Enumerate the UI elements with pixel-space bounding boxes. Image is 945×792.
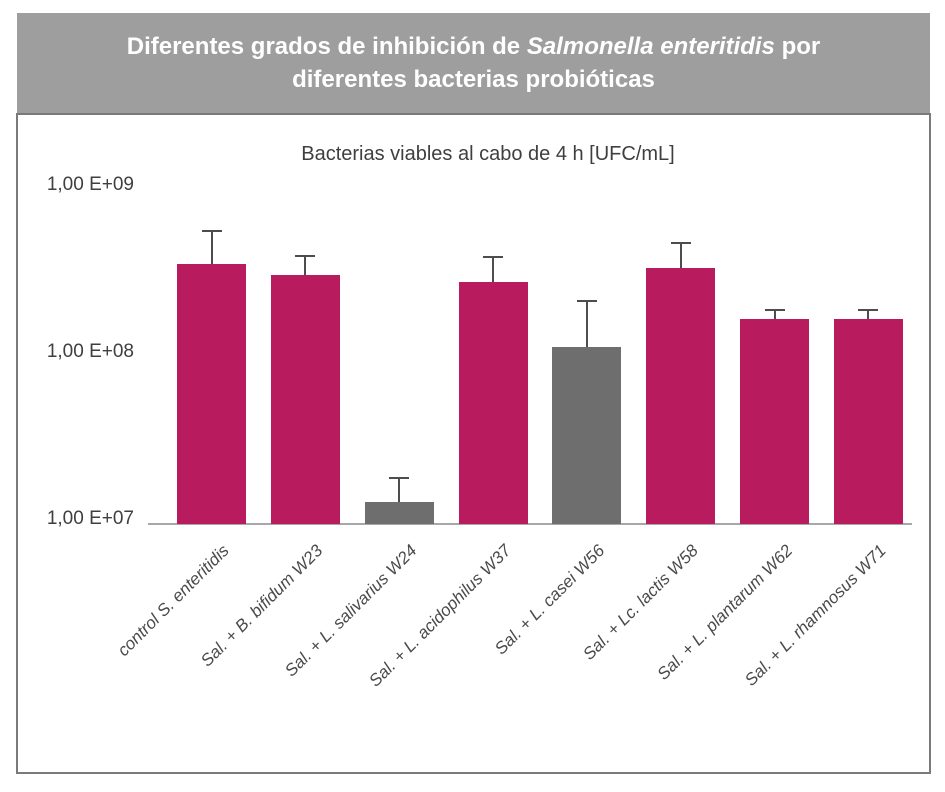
error-cap-2 — [389, 477, 410, 480]
chart-frame: Bacterias viables al cabo de 4 h [UFC/mL… — [16, 113, 931, 774]
bar-4 — [552, 346, 622, 524]
x-axis-line — [148, 523, 912, 525]
bar-5 — [646, 268, 716, 524]
error-cap-3 — [483, 256, 504, 259]
error-cap-4 — [576, 299, 597, 302]
figure-header-banner: Diferentes grados de inhibición de Salmo… — [17, 13, 930, 113]
error-whisker-3 — [492, 257, 495, 284]
error-whisker-2 — [398, 478, 401, 504]
figure-title-line2: diferentes bacterias probióticas — [292, 66, 655, 93]
error-whisker-0 — [210, 230, 213, 266]
y-tick-label-2: 1,00 E+07 — [46, 508, 134, 529]
error-cap-5 — [670, 241, 691, 244]
error-whisker-5 — [679, 242, 682, 270]
figure-title-prefix: Diferentes grados de inhibición de — [126, 33, 527, 60]
y-tick-label-0: 1,00 E+09 — [46, 174, 134, 195]
bar-7 — [833, 318, 903, 524]
figure-title: Diferentes grados de inhibición de Salmo… — [127, 30, 820, 96]
figure-title-species: Salmonella enteritidis — [526, 33, 775, 60]
error-whisker-7 — [867, 309, 870, 320]
bar-1 — [270, 274, 340, 524]
bar-0 — [177, 264, 246, 524]
error-whisker-1 — [304, 255, 307, 276]
error-whisker-6 — [773, 309, 776, 320]
bar-3 — [458, 282, 528, 524]
error-cap-6 — [764, 308, 785, 311]
y-tick-label-1: 1,00 E+08 — [46, 341, 134, 362]
plot-area: control S. enteritidis Sal. + B. bifidum … — [114, 115, 912, 690]
error-cap-7 — [858, 308, 879, 311]
bar-6 — [740, 318, 810, 524]
figure-title-suffix: por — [774, 33, 821, 60]
error-cap-1 — [295, 254, 316, 257]
bar-2 — [364, 502, 434, 524]
error-cap-0 — [201, 229, 222, 232]
error-whisker-4 — [585, 300, 588, 348]
chart-title: Bacterias viables al cabo de 4 h [UFC/mL… — [301, 143, 675, 165]
